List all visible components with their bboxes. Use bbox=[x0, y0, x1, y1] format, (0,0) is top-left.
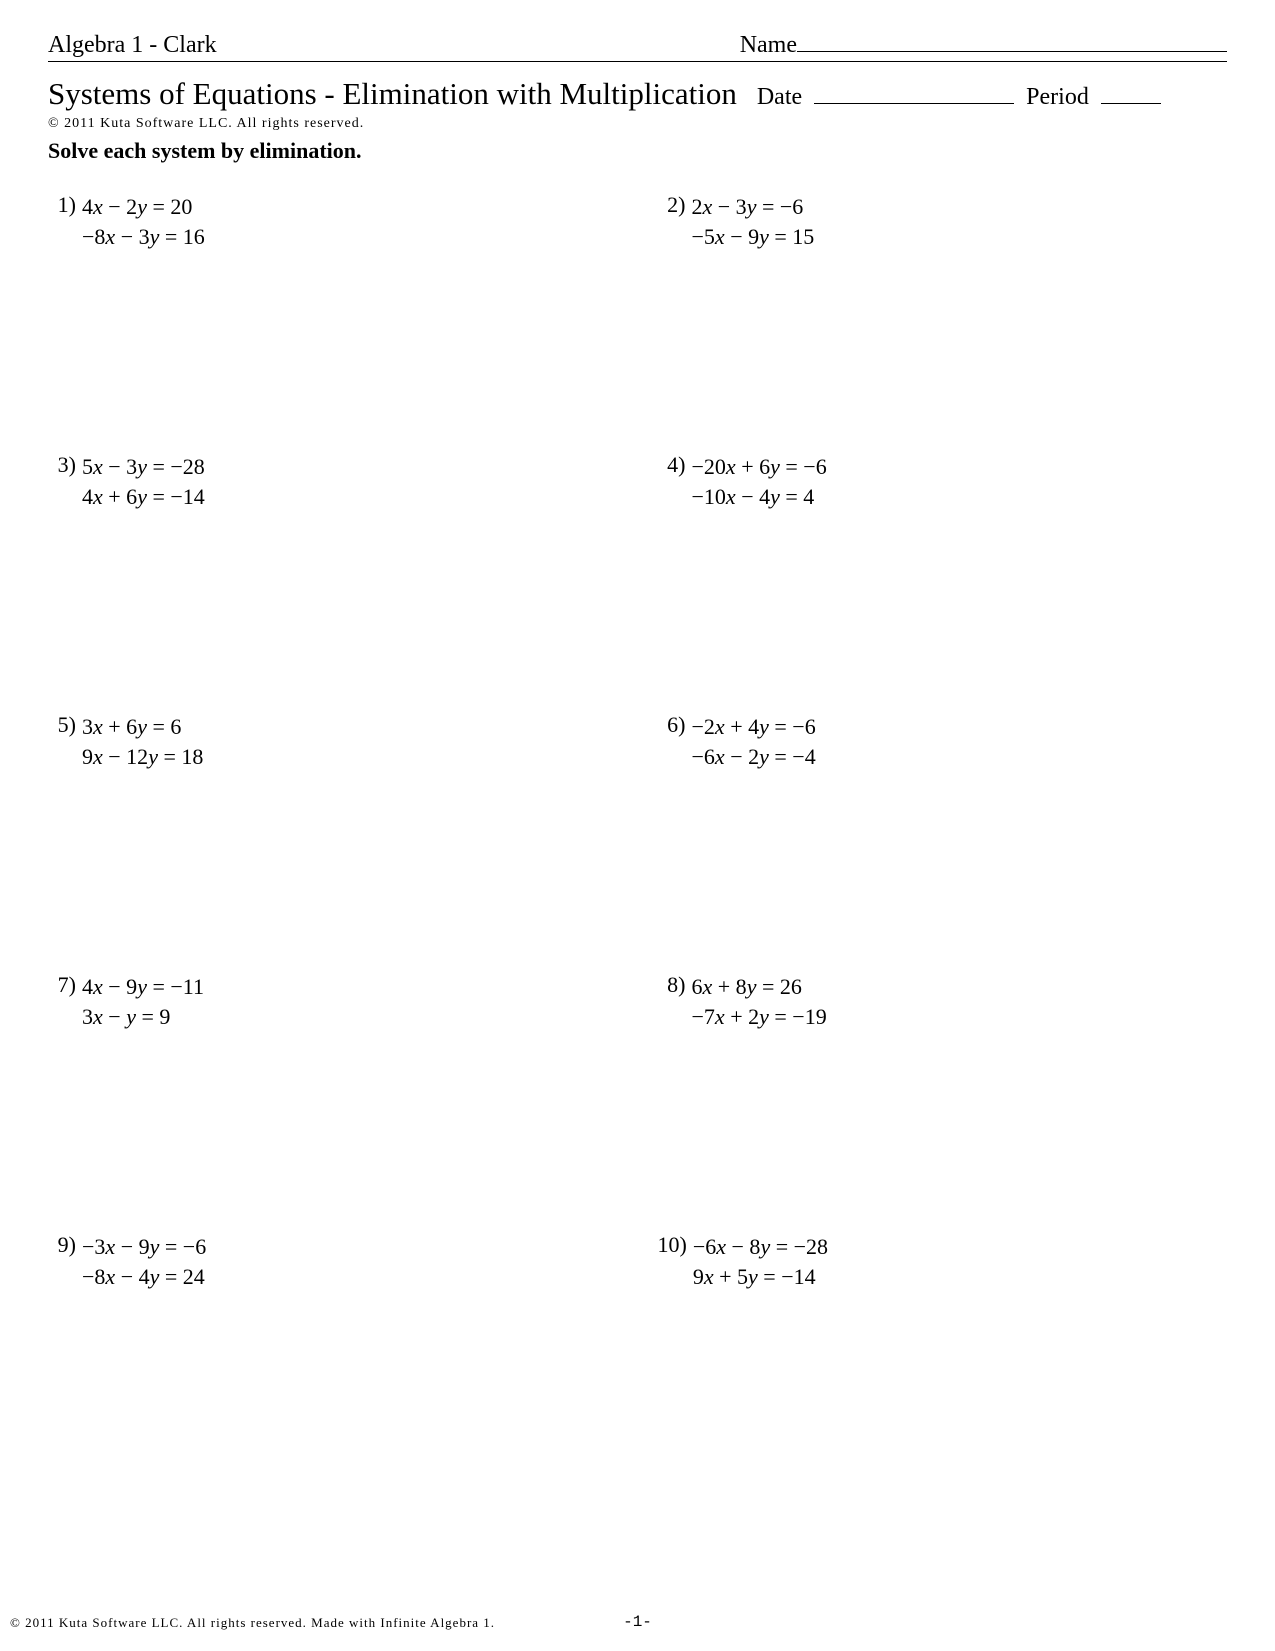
problem-6: 6)−2x + 4y = −6 −6x − 2y = −4 bbox=[658, 712, 1228, 972]
problem-2: 2)2x − 3y = −6 −5x − 9y = 15 bbox=[658, 192, 1228, 452]
problem-10: 10)−6x − 8y = −28 9x + 5y = −14 bbox=[658, 1232, 1228, 1492]
problem-equations: 3x + 6y = 6 9x − 12y = 18 bbox=[82, 712, 203, 771]
problem-number: 5) bbox=[48, 712, 82, 738]
class-label: Algebra 1 - Clark bbox=[48, 32, 217, 59]
name-blank[interactable] bbox=[797, 28, 1227, 52]
problem-number: 2) bbox=[658, 192, 692, 218]
worksheet-page: Algebra 1 - Clark Name Systems of Equati… bbox=[0, 0, 1275, 1651]
instruction: Solve each system by elimination. bbox=[48, 138, 1227, 164]
name-field: Name bbox=[740, 28, 1227, 59]
problem-5: 5)3x + 6y = 6 9x − 12y = 18 bbox=[48, 712, 618, 972]
problem-1: 1)4x − 2y = 20 −8x − 3y = 16 bbox=[48, 192, 618, 452]
problem-equations: 4x − 9y = −11 3x − y = 9 bbox=[82, 972, 204, 1031]
problem-7: 7)4x − 9y = −11 3x − y = 9 bbox=[48, 972, 618, 1232]
header-row: Algebra 1 - Clark Name bbox=[48, 28, 1227, 62]
date-label: Date bbox=[757, 84, 802, 111]
problem-number: 3) bbox=[48, 452, 82, 478]
name-label: Name bbox=[740, 32, 797, 59]
problem-equations: 4x − 2y = 20 −8x − 3y = 16 bbox=[82, 192, 205, 251]
problem-number: 9) bbox=[48, 1232, 82, 1258]
problem-3: 3)5x − 3y = −28 4x + 6y = −14 bbox=[48, 452, 618, 712]
problem-equations: 2x − 3y = −6 −5x − 9y = 15 bbox=[692, 192, 815, 251]
problems-grid: 1)4x − 2y = 20 −8x − 3y = 162)2x − 3y = … bbox=[48, 192, 1227, 1492]
period-label: Period bbox=[1026, 84, 1089, 111]
problem-equations: 5x − 3y = −28 4x + 6y = −14 bbox=[82, 452, 205, 511]
problem-number: 7) bbox=[48, 972, 82, 998]
problem-number: 8) bbox=[658, 972, 692, 998]
problem-9: 9)−3x − 9y = −6 −8x − 4y = 24 bbox=[48, 1232, 618, 1492]
problem-4: 4)−20x + 6y = −6 −10x − 4y = 4 bbox=[658, 452, 1228, 712]
page-number: -1- bbox=[623, 1613, 652, 1631]
date-blank[interactable] bbox=[814, 80, 1014, 104]
problem-equations: −20x + 6y = −6 −10x − 4y = 4 bbox=[692, 452, 827, 511]
problem-equations: −3x − 9y = −6 −8x − 4y = 24 bbox=[82, 1232, 206, 1291]
problem-number: 6) bbox=[658, 712, 692, 738]
date-period: Date Period bbox=[757, 80, 1161, 111]
title-row: Systems of Equations - Elimination with … bbox=[48, 76, 1227, 112]
problem-equations: −6x − 8y = −28 9x + 5y = −14 bbox=[693, 1232, 828, 1291]
problem-number: 4) bbox=[658, 452, 692, 478]
problem-equations: 6x + 8y = 26 −7x + 2y = −19 bbox=[692, 972, 827, 1031]
period-blank[interactable] bbox=[1101, 80, 1161, 104]
worksheet-title: Systems of Equations - Elimination with … bbox=[48, 76, 737, 112]
copyright-top: © 2011 Kuta Software LLC. All rights res… bbox=[48, 116, 1227, 132]
problem-8: 8)6x + 8y = 26 −7x + 2y = −19 bbox=[658, 972, 1228, 1232]
problem-number: 1) bbox=[48, 192, 82, 218]
problem-equations: −2x + 4y = −6 −6x − 2y = −4 bbox=[692, 712, 816, 771]
problem-number: 10) bbox=[658, 1232, 693, 1258]
